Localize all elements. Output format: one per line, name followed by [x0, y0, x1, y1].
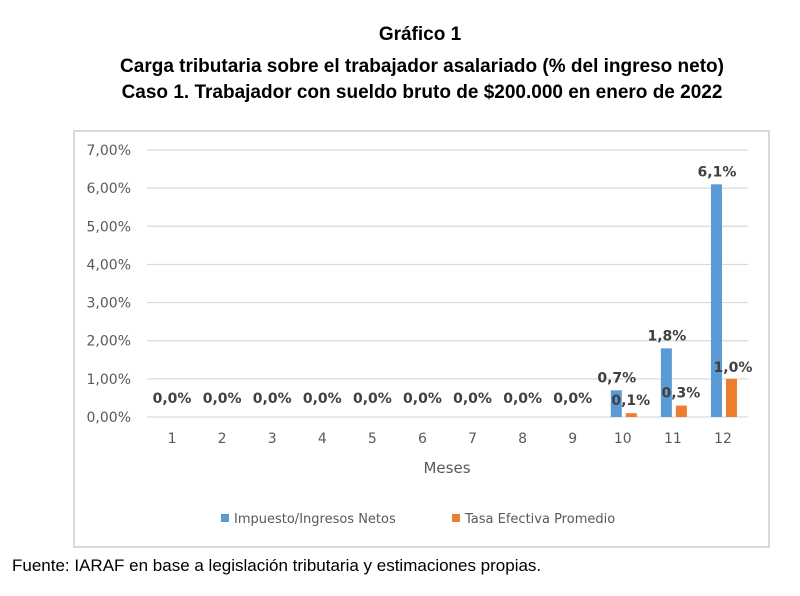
data-label: 6,1% — [698, 164, 737, 180]
data-label: 1,0% — [714, 360, 753, 376]
x-tick-label: 6 — [418, 431, 427, 447]
y-tick-label: 0,00% — [87, 410, 131, 426]
y-tick-label: 1,00% — [87, 372, 131, 388]
bar-impuesto — [660, 348, 672, 417]
bar-tasa — [725, 378, 737, 417]
data-label: 0,0% — [303, 391, 342, 407]
source-note: Fuente: IARAF en base a legislación trib… — [12, 556, 542, 575]
y-tick-label: 2,00% — [87, 334, 131, 350]
data-label: 1,8% — [647, 328, 686, 344]
x-tick-label: 12 — [714, 431, 732, 447]
chart-frame — [73, 130, 770, 548]
legend-label: Tasa Efectiva Promedio — [464, 512, 615, 527]
x-tick-label: 7 — [468, 431, 477, 447]
y-tick-label: 4,00% — [87, 257, 131, 273]
x-tick-label: 11 — [664, 431, 682, 447]
bar-tasa — [625, 413, 637, 417]
legend-swatch — [452, 514, 460, 522]
x-tick-label: 9 — [568, 431, 577, 447]
data-label: 0,1% — [611, 393, 650, 409]
bar-impuesto — [610, 390, 622, 417]
y-tick-label: 5,00% — [87, 219, 131, 235]
x-tick-label: 4 — [318, 431, 327, 447]
data-label: 0,7% — [597, 370, 636, 386]
y-tick-label: 6,00% — [87, 181, 131, 197]
legend-swatch — [221, 514, 229, 522]
chart-case: Caso 1. Trabajador con sueldo bruto de $… — [121, 82, 723, 103]
chart-subtitle: Carga tributaria sobre el trabajador asa… — [120, 56, 724, 77]
x-tick-label: 8 — [518, 431, 527, 447]
x-tick-label: 5 — [368, 431, 377, 447]
data-label: 0,0% — [403, 391, 442, 407]
chart-title: Gráfico 1 — [378, 24, 462, 45]
y-tick-label: 7,00% — [87, 143, 131, 159]
data-label: 0,0% — [503, 391, 542, 407]
data-label: 0,0% — [203, 391, 242, 407]
x-tick-label: 1 — [168, 431, 177, 447]
data-label: 0,0% — [253, 391, 292, 407]
bar-tasa — [675, 405, 687, 417]
x-tick-label: 3 — [268, 431, 277, 447]
data-label: 0,3% — [661, 386, 700, 402]
y-tick-label: 3,00% — [87, 296, 131, 312]
x-axis-label: Meses — [423, 459, 470, 477]
x-tick-label: 2 — [218, 431, 227, 447]
data-label: 0,0% — [453, 391, 492, 407]
data-label: 0,0% — [353, 391, 392, 407]
bar-impuesto — [710, 184, 722, 417]
x-tick-label: 10 — [614, 431, 632, 447]
legend-label: Impuesto/Ingresos Netos — [234, 512, 396, 527]
data-label: 0,0% — [153, 391, 192, 407]
data-label: 0,0% — [553, 391, 592, 407]
